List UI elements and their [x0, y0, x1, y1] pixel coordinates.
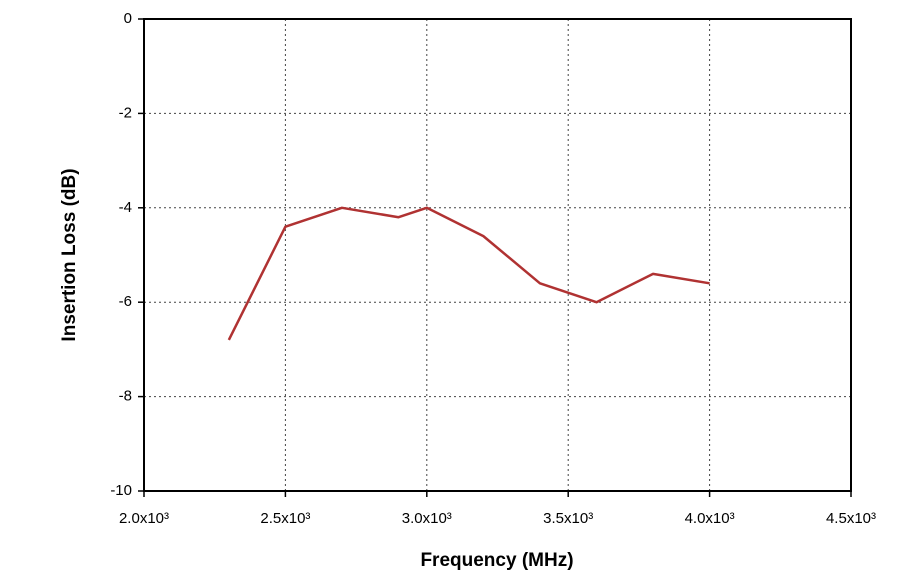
x-axis-title: Frequency (MHz) — [420, 550, 573, 571]
plot-frame — [143, 18, 852, 492]
x-tick-label: 2.5x10³ — [260, 510, 310, 527]
x-tick-label: 4.5x10³ — [826, 510, 876, 527]
y-tick-label: -8 — [119, 388, 132, 405]
x-tick-label: 2.0x10³ — [119, 510, 169, 527]
y-tick-label: -2 — [119, 104, 132, 121]
y-tick-label: 0 — [124, 10, 132, 27]
y-tick-label: -10 — [110, 482, 132, 499]
x-tick-label: 4.0x10³ — [685, 510, 735, 527]
x-tick-label: 3.0x10³ — [402, 510, 452, 527]
y-tick-label: -6 — [119, 293, 132, 310]
data-line — [227, 206, 710, 341]
x-tick-label: 3.5x10³ — [543, 510, 593, 527]
y-axis-title: Insertion Loss (dB) — [59, 168, 80, 341]
y-tick-label: -4 — [119, 199, 132, 216]
